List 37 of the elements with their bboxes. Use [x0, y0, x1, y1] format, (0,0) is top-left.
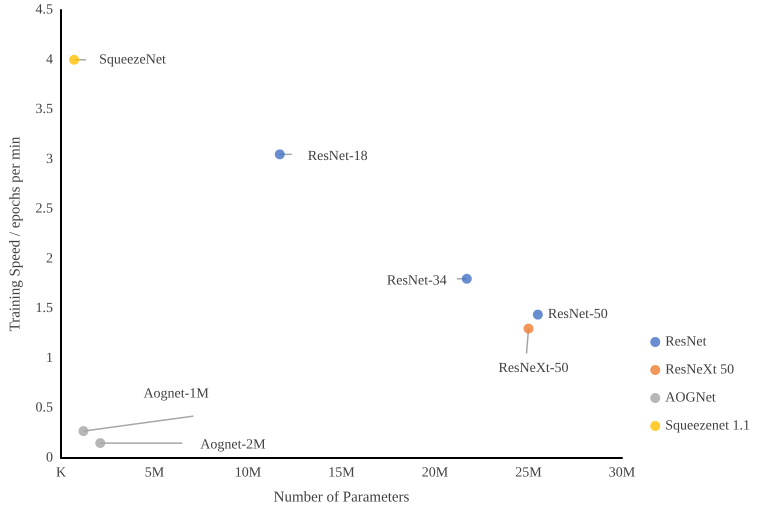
y-tick-label: 0 — [46, 450, 53, 466]
y-tick-label: 0.5 — [36, 400, 53, 416]
legend-label: ResNeXt 50 — [665, 362, 734, 378]
x-tick-label: K — [56, 466, 66, 480]
x-tick-label: 10M — [234, 466, 262, 480]
y-tick-label: 4.5 — [36, 2, 53, 18]
y-tick-label: 3 — [46, 152, 53, 167]
annotation: ResNet-50 — [548, 307, 608, 322]
point — [274, 149, 285, 160]
y-axis-title: Training Speed / epochs per min — [8, 136, 24, 332]
point — [524, 324, 534, 334]
annotation: Aognet-1M — [143, 386, 210, 402]
annotation: ResNet-34 — [386, 273, 447, 288]
y-tick-label: 1.5 — [36, 301, 53, 316]
annotation: ResNet-18 — [308, 148, 368, 164]
x-tick-label: 30M — [608, 466, 636, 480]
annotation: Aognet-2M — [200, 438, 266, 453]
x-tick-label: 25M — [515, 466, 542, 480]
y-tick-label: 2.5 — [36, 202, 53, 217]
x-tick-label: 20M — [422, 466, 449, 480]
annotation: ResNeXt-50 — [498, 361, 568, 376]
legend-label: Squeezenet 1.1 — [665, 418, 750, 434]
point — [462, 274, 472, 284]
y-tick-label: 3.5 — [36, 102, 53, 118]
point — [95, 438, 106, 448]
point — [78, 426, 88, 436]
point — [532, 310, 543, 320]
annotation: SqueezeNet — [99, 52, 166, 68]
y-tick-label: 1 — [46, 350, 53, 366]
legend-label: AOGNet — [665, 390, 716, 406]
x-tick-label: 5M — [144, 466, 165, 480]
x-axis-title: Number of Parameters — [274, 490, 410, 506]
y-tick-label: 4 — [46, 52, 53, 68]
y-tick-label: 2 — [46, 251, 53, 266]
point — [69, 54, 80, 65]
legend-label: ResNet — [665, 334, 707, 350]
x-tick-label: 15M — [328, 466, 356, 480]
